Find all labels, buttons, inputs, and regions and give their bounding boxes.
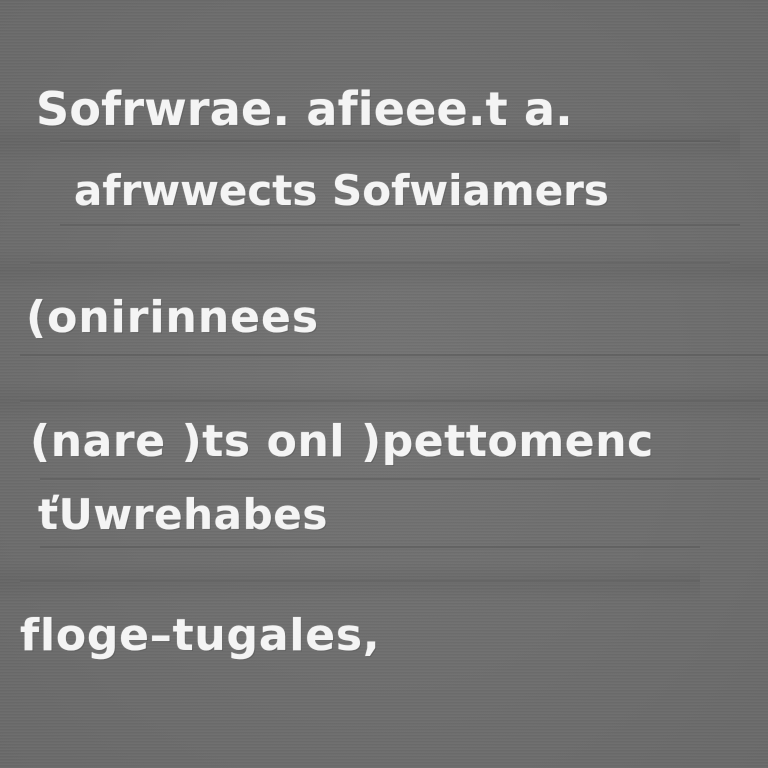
text-line-1: Sofrwrae. afieee.t a. — [36, 82, 573, 136]
background-band — [0, 248, 768, 292]
divider-line — [30, 262, 730, 265]
divider-line — [60, 140, 720, 143]
text-line-5: ťUwrehabes — [38, 490, 328, 539]
text-line-3: (onirinnees — [26, 292, 320, 343]
text-line-6: floge–tugales, — [20, 610, 381, 661]
divider-line — [20, 400, 768, 403]
divider-line — [40, 478, 760, 481]
divider-line — [60, 224, 740, 227]
text-line-2: afrwwects Sofwiamers — [74, 166, 609, 215]
text-line-4: (nare )ts onl )pettomenc — [30, 416, 654, 467]
divider-line — [40, 546, 700, 549]
background-band — [0, 560, 700, 604]
divider-line — [20, 354, 768, 357]
divider-line — [20, 580, 700, 583]
background-band — [0, 380, 768, 424]
